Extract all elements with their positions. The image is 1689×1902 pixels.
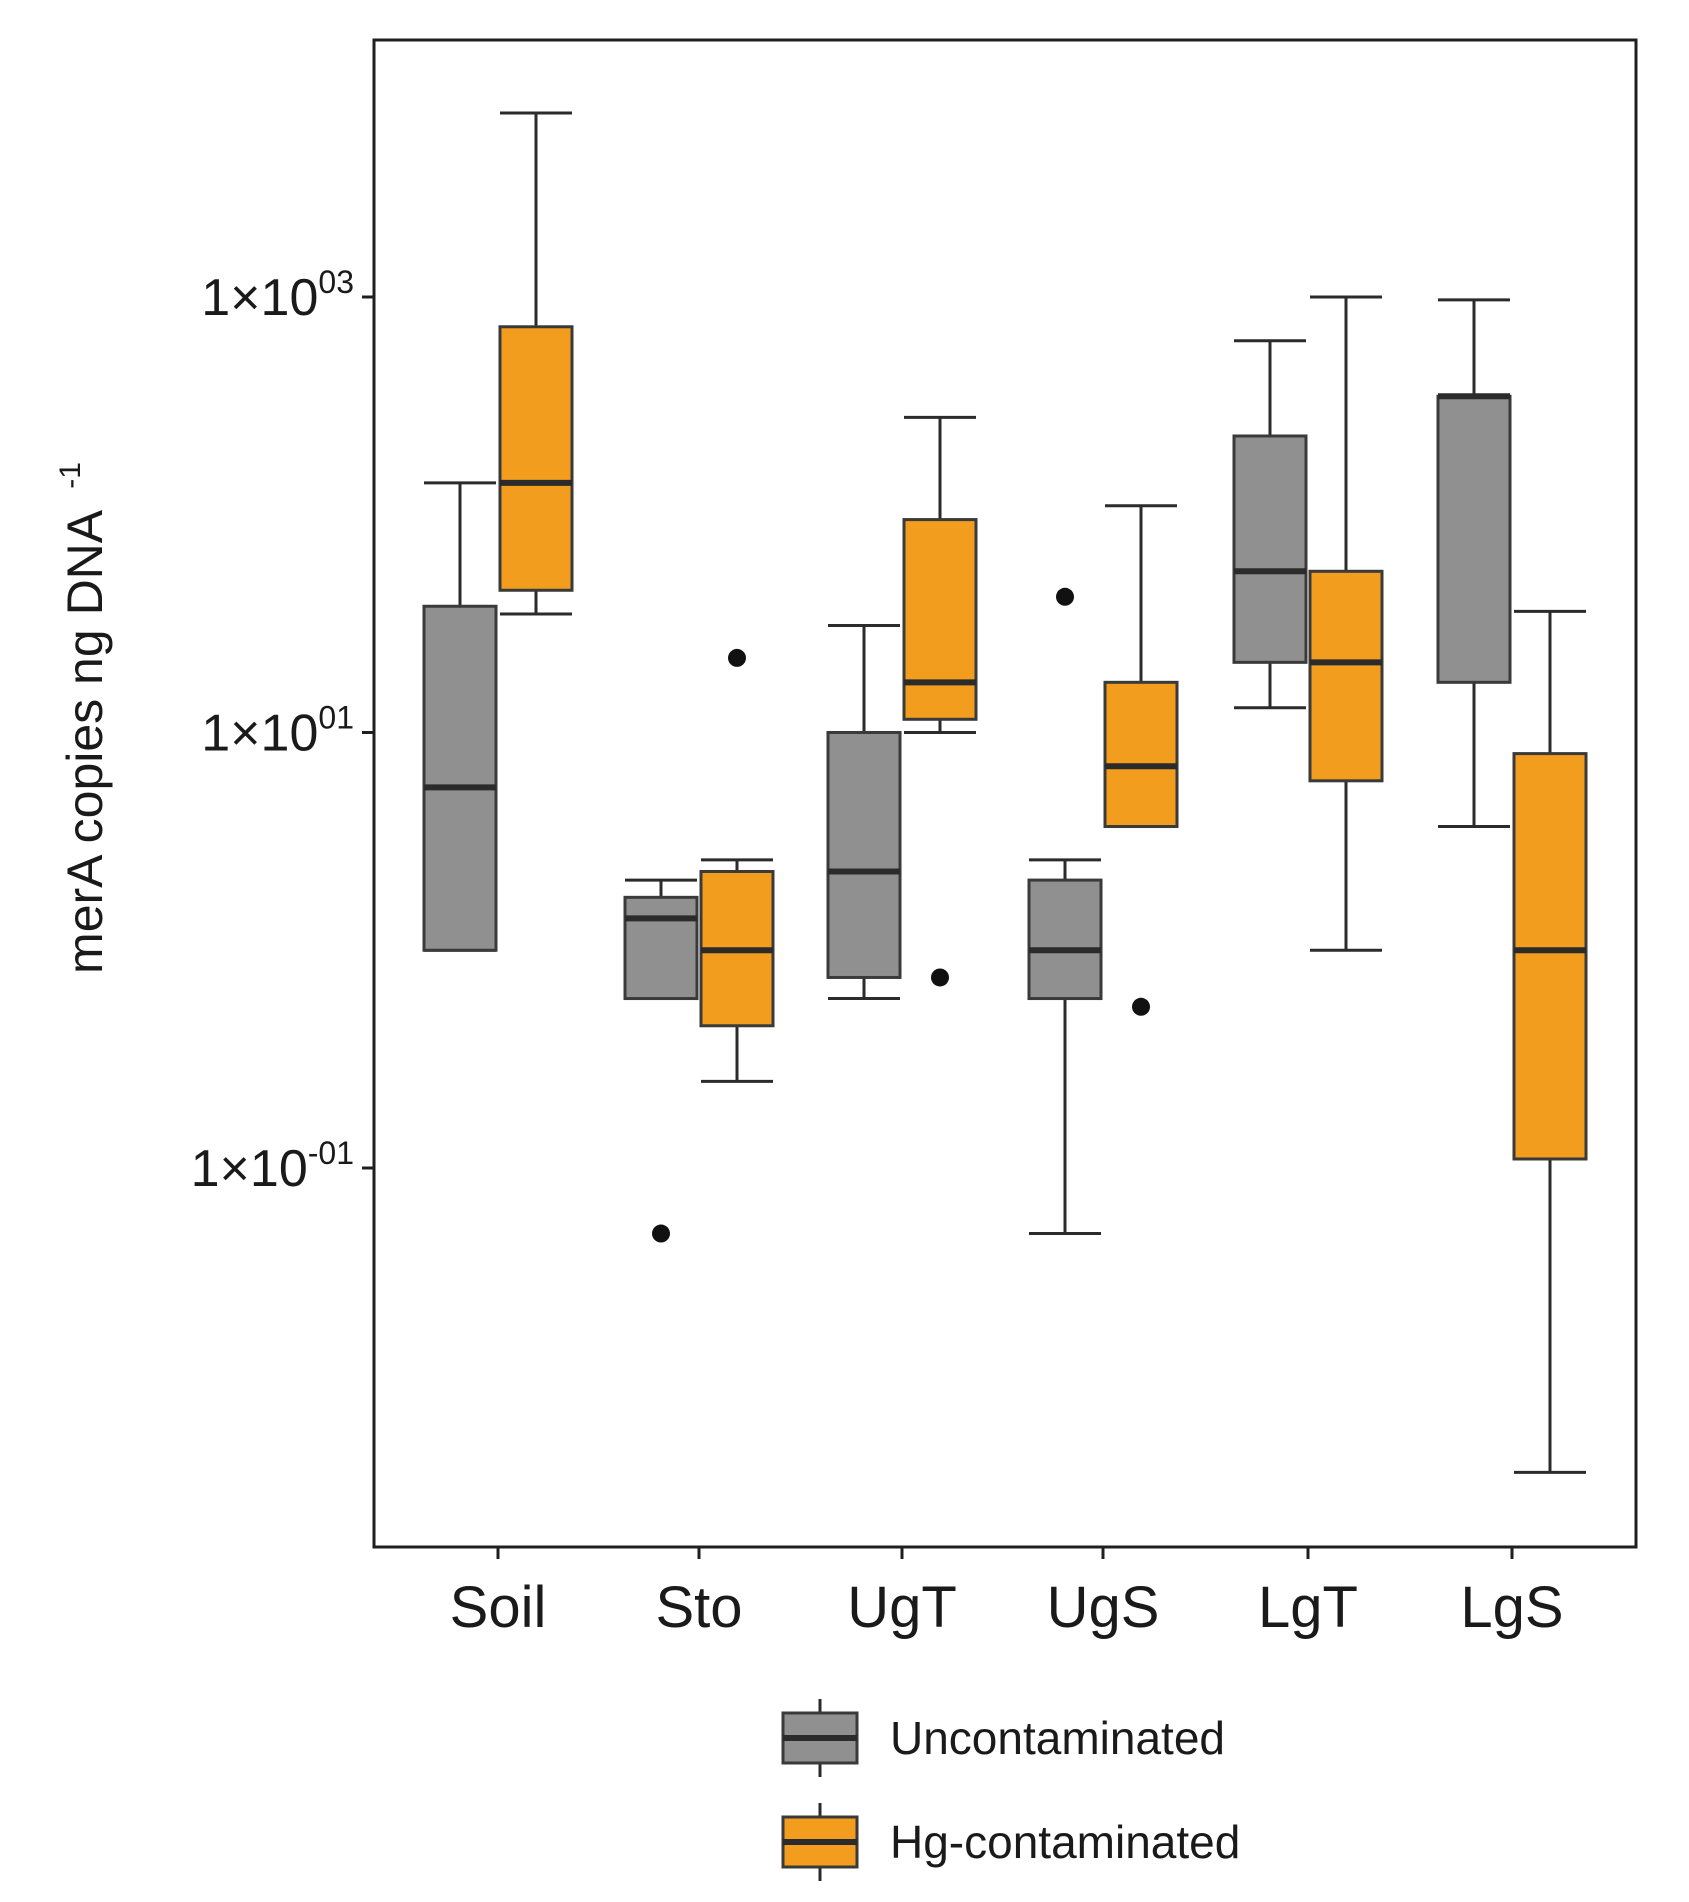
x-tick-label-lgs: LgS — [1460, 1575, 1563, 1640]
legend: Uncontaminated Hg-contaminated — [781, 1699, 1240, 1881]
series-hg-contaminated — [498, 111, 1588, 1474]
y-tick-label: 1×1003 — [201, 264, 354, 327]
box-iqr — [1232, 434, 1308, 664]
box-iqr — [1103, 680, 1179, 829]
legend-label: Hg-contaminated — [890, 1816, 1240, 1868]
outlier-point — [652, 1224, 670, 1243]
box-lgt-uncontaminated — [1232, 339, 1308, 710]
box-iqr — [1308, 569, 1384, 783]
legend-entry-hg-contaminated: Hg-contaminated — [781, 1803, 1240, 1881]
box-iqr — [902, 518, 978, 721]
outlier-point — [1056, 587, 1074, 606]
box-lgs-hg-contaminated — [1512, 609, 1588, 1474]
y-tick-label-exponent: 01 — [318, 700, 354, 736]
box-ugs-uncontaminated — [1027, 587, 1103, 1236]
x-tick-label-soil: Soil — [450, 1575, 547, 1640]
y-tick-label-base: 1×10 — [201, 269, 318, 327]
legend-label: Uncontaminated — [890, 1712, 1225, 1764]
outlier-point — [728, 648, 746, 667]
y-tick-label: 1×10-01 — [191, 1135, 354, 1198]
outlier-point — [1132, 997, 1150, 1016]
y-tick-label-base: 1×10 — [191, 1140, 308, 1198]
y-axis-label: merA copies ng DNA -1 — [54, 462, 113, 974]
outlier-point — [931, 968, 949, 987]
box-sto-uncontaminated — [623, 878, 699, 1243]
x-tick-label-lgt: LgT — [1258, 1575, 1358, 1640]
y-tick-label-exponent: -01 — [308, 1135, 354, 1171]
box-ugt-hg-contaminated — [902, 415, 978, 987]
x-tick-label-sto: Sto — [655, 1575, 742, 1640]
box-iqr — [1027, 878, 1103, 1001]
legend-entry-uncontaminated: Uncontaminated — [781, 1699, 1225, 1777]
series-uncontaminated — [422, 298, 1512, 1243]
box-sto-hg-contaminated — [699, 648, 775, 1083]
y-tick-label: 1×1001 — [201, 700, 354, 763]
box-iqr — [422, 604, 498, 952]
x-axis: Soil Sto UgT UgS LgT LgS — [450, 1547, 1564, 1640]
y-tick-label-base: 1×10 — [201, 705, 318, 763]
box-iqr — [498, 325, 574, 592]
box-lgs-uncontaminated — [1436, 298, 1512, 829]
box-iqr — [623, 895, 699, 1001]
plot-marks — [422, 111, 1588, 1474]
x-tick-label-ugs: UgS — [1047, 1575, 1160, 1640]
box-lgt-hg-contaminated — [1308, 295, 1384, 952]
box-iqr — [826, 731, 902, 979]
box-ugs-hg-contaminated — [1103, 504, 1179, 1016]
box-iqr — [1436, 394, 1512, 684]
box-soil-uncontaminated — [422, 481, 498, 952]
box-soil-hg-contaminated — [498, 111, 574, 616]
y-axis-label-superscript: -1 — [54, 462, 87, 489]
y-axis-label-main: merA copies ng DNA — [57, 509, 113, 974]
x-tick-label-ugt: UgT — [847, 1575, 957, 1640]
y-tick-label-exponent: 03 — [318, 264, 354, 300]
plot-frame — [372, 38, 1638, 1549]
box-ugt-uncontaminated — [826, 624, 902, 1001]
box-iqr — [1512, 752, 1588, 1161]
